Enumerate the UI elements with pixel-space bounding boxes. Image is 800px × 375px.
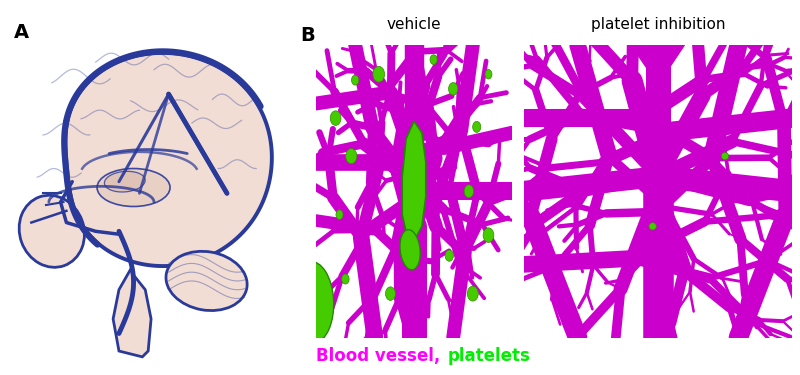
Ellipse shape (483, 228, 494, 242)
Ellipse shape (649, 223, 656, 230)
Ellipse shape (473, 122, 481, 132)
Ellipse shape (467, 286, 478, 301)
Ellipse shape (430, 55, 437, 64)
Ellipse shape (373, 66, 385, 82)
Ellipse shape (97, 168, 170, 207)
Ellipse shape (386, 287, 395, 300)
Text: B: B (300, 26, 314, 45)
Text: A: A (14, 23, 29, 42)
Ellipse shape (166, 251, 247, 310)
Ellipse shape (290, 261, 334, 343)
Ellipse shape (346, 148, 357, 164)
Ellipse shape (105, 171, 145, 192)
Ellipse shape (330, 111, 341, 125)
Ellipse shape (342, 274, 349, 284)
Text: vehicle: vehicle (386, 17, 442, 32)
Polygon shape (402, 121, 426, 241)
Text: platelets: platelets (448, 347, 531, 365)
Ellipse shape (351, 75, 359, 85)
Ellipse shape (485, 69, 492, 79)
Text: Blood vessel,: Blood vessel, (316, 347, 446, 365)
Ellipse shape (464, 185, 474, 198)
Ellipse shape (336, 210, 343, 219)
Ellipse shape (445, 250, 454, 261)
Ellipse shape (449, 82, 458, 95)
Ellipse shape (19, 195, 85, 267)
Ellipse shape (400, 230, 420, 270)
PathPatch shape (66, 53, 272, 266)
PathPatch shape (113, 269, 151, 357)
Ellipse shape (722, 153, 729, 160)
Text: platelet inhibition: platelet inhibition (590, 17, 726, 32)
